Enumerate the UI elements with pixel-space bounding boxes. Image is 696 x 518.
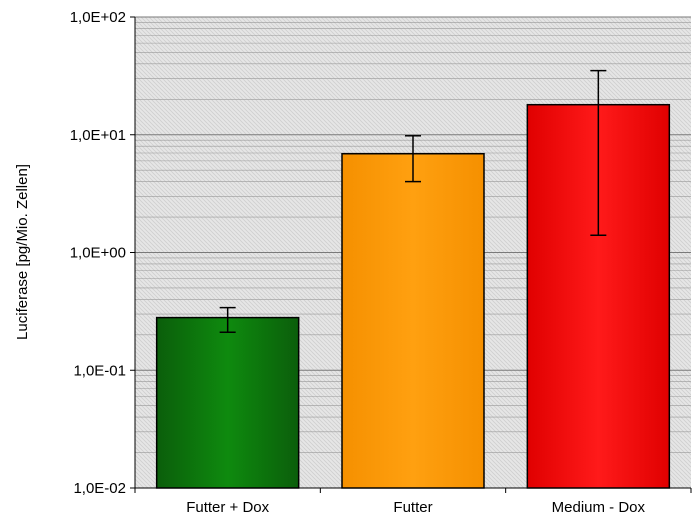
bar <box>155 316 300 489</box>
y-tick-label: 1,0E+02 <box>70 9 126 26</box>
y-axis-title: Luciferase [pg/Mio. Zellen] <box>14 164 31 340</box>
y-tick-label: 1,0E+01 <box>70 127 126 144</box>
bars <box>155 103 671 489</box>
y-axis-ticks: 1,0E-02 1,0E-01 1,0E+00 1,0E+01 1,0E+02 <box>70 9 135 497</box>
x-tick-label: Futter <box>393 499 432 516</box>
x-tick-label: Medium - Dox <box>552 499 646 516</box>
y-tick-label: 1,0E-01 <box>73 362 126 379</box>
bar <box>341 152 485 489</box>
error-bars <box>219 69 607 334</box>
y-tick-label: 1,0E-02 <box>73 480 126 497</box>
y-tick-label: 1,0E+00 <box>70 245 126 262</box>
x-axis-ticks: Futter + Dox Futter Medium - Dox <box>134 488 692 516</box>
x-tick-label: Futter + Dox <box>186 499 269 516</box>
